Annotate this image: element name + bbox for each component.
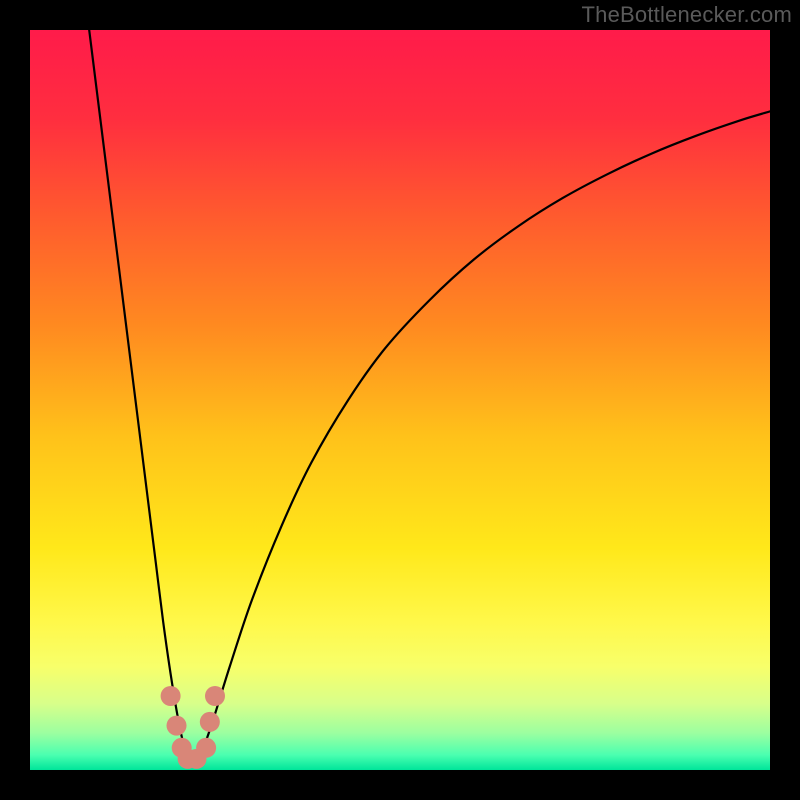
marker-point <box>196 738 216 758</box>
chart-outer-frame: TheBottlenecker.com <box>0 0 800 800</box>
plot-area <box>30 30 770 770</box>
gradient-background <box>30 30 770 770</box>
attribution-label: TheBottlenecker.com <box>582 2 792 28</box>
marker-point <box>167 716 187 736</box>
marker-point <box>200 712 220 732</box>
marker-point <box>205 686 225 706</box>
bottleneck-chart-svg <box>30 30 770 770</box>
marker-point <box>161 686 181 706</box>
